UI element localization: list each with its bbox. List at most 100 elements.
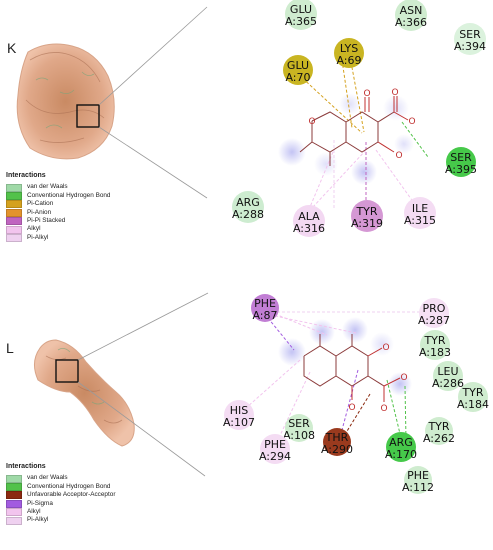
protein-surface-k [16, 43, 115, 160]
binding-site-box-l [55, 359, 79, 383]
svg-text:LYS: LYS [340, 42, 358, 55]
legend-item: van der Waals [6, 183, 111, 192]
svg-text:PHE: PHE [254, 297, 276, 310]
svg-text:GLU: GLU [290, 3, 312, 16]
legend-item: Pi-Anion [6, 209, 111, 217]
svg-text:A:170: A:170 [385, 448, 417, 461]
svg-text:A:112: A:112 [402, 481, 434, 494]
legend-k: Interactions van der Waals Conventional … [6, 172, 111, 242]
legend-item: Pi-Alkyl [6, 516, 115, 525]
svg-text:A:183: A:183 [419, 346, 451, 359]
legend-swatch [6, 516, 22, 525]
svg-text:A:184: A:184 [457, 398, 489, 411]
svg-text:PHE: PHE [264, 438, 286, 451]
svg-text:A:365: A:365 [285, 15, 317, 28]
svg-text:A:366: A:366 [395, 16, 427, 29]
legend-item: Pi-Pi Stacked [6, 217, 111, 226]
svg-text:A:70: A:70 [285, 71, 310, 84]
panel-l-label: L [6, 340, 14, 356]
legend-title: Interactions [6, 463, 46, 470]
legend-item: van der Waals [6, 474, 115, 483]
binding-site-box-k [76, 104, 100, 128]
svg-text:A:262: A:262 [423, 432, 455, 445]
svg-text:TYR: TYR [427, 420, 449, 433]
legend-swatch [6, 191, 22, 200]
svg-text:SER: SER [288, 417, 310, 430]
svg-text:A:286: A:286 [432, 377, 464, 390]
legend-swatch [6, 508, 22, 517]
svg-text:A:315: A:315 [404, 214, 436, 227]
legend-item: Pi-Cation [6, 200, 111, 209]
legend-item: Unfavorable Acceptor-Acceptor [6, 491, 115, 500]
svg-text:A:316: A:316 [293, 222, 325, 235]
legend-swatch [6, 491, 22, 500]
legend-swatch [6, 499, 22, 508]
ligand-l [303, 334, 401, 402]
interaction-lines-k [298, 59, 429, 209]
ligand-k [299, 96, 409, 166]
svg-text:PRO: PRO [423, 302, 446, 315]
svg-text:SER: SER [450, 151, 472, 164]
legend-swatch [6, 217, 22, 226]
legend-swatch [6, 482, 22, 491]
legend-item: Conventional Hydrogen Bond [6, 483, 115, 491]
legend-swatch [6, 233, 22, 242]
svg-text:ALA: ALA [298, 210, 320, 223]
svg-text:A:319: A:319 [351, 217, 383, 230]
svg-text:TYR: TYR [355, 205, 377, 218]
svg-text:ASN: ASN [400, 4, 423, 17]
svg-text:HIS: HIS [230, 404, 249, 417]
oxygen-label: O [380, 404, 387, 414]
svg-text:THR: THR [325, 431, 349, 444]
legend-item: Pi-Sigma [6, 500, 115, 508]
svg-text:A:394: A:394 [454, 40, 486, 53]
oxygen-label: O [408, 117, 415, 127]
legend-swatch [6, 183, 22, 192]
legend-swatch [6, 225, 22, 234]
oxygen-label: O [395, 151, 402, 161]
oxygen-label: O [400, 373, 407, 383]
svg-text:TYR: TYR [423, 334, 445, 347]
svg-text:A:69: A:69 [336, 54, 361, 67]
svg-text:LEU: LEU [437, 365, 458, 378]
svg-text:ARG: ARG [236, 196, 260, 209]
svg-text:A:107: A:107 [223, 416, 255, 429]
legend-swatch [6, 208, 22, 217]
svg-text:A:294: A:294 [259, 450, 291, 463]
legend-swatch [6, 200, 22, 209]
legend-item: Pi-Alkyl [6, 234, 111, 242]
svg-text:A:288: A:288 [232, 208, 264, 221]
svg-text:A:290: A:290 [321, 443, 353, 456]
legend-item: Conventional Hydrogen Bond [6, 192, 111, 200]
svg-text:PHE: PHE [407, 469, 429, 482]
legend-l: Interactions van der Waals Conventional … [6, 463, 115, 525]
legend-title: Interactions [6, 172, 46, 179]
svg-text:TYR: TYR [461, 386, 483, 399]
oxygen-label: O [391, 88, 398, 98]
oxygen-label: O [348, 403, 355, 413]
interaction-lines-l [245, 311, 420, 445]
svg-text:A:87: A:87 [252, 309, 277, 322]
